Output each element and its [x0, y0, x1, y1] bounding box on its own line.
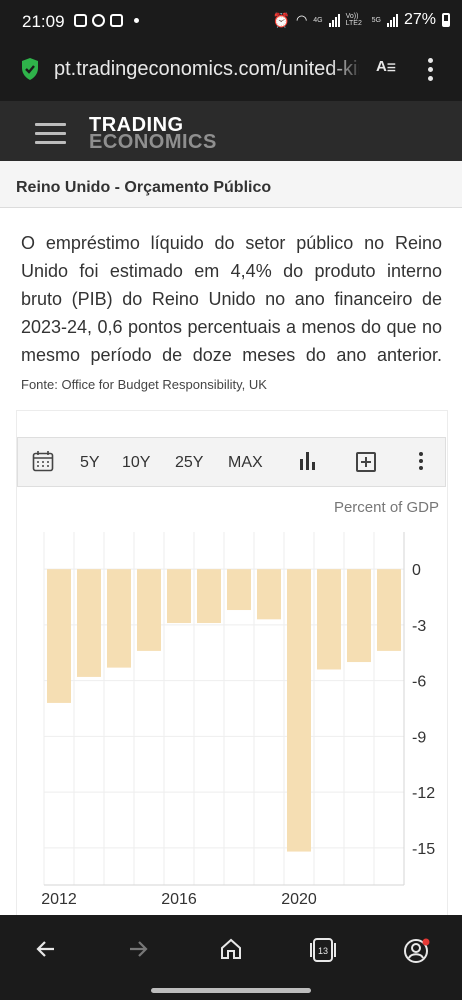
- url-fade: [330, 54, 365, 88]
- signal-icon: [328, 13, 340, 27]
- y-tick-label: -6: [412, 674, 426, 691]
- chart-unit-label: Percent of GDP: [333, 499, 439, 516]
- x-tick-label: 2012: [41, 891, 77, 908]
- site-header: TRADING ECONOMICS: [0, 101, 462, 161]
- description-text: O empréstimo líquido do setor público no…: [21, 233, 442, 365]
- bar-2022: [347, 569, 371, 663]
- bar-2014: [107, 569, 131, 668]
- bar-2016: [167, 569, 191, 624]
- y-tick-label: -15: [412, 841, 435, 858]
- compare-add-icon[interactable]: [356, 452, 376, 472]
- range-5y-button[interactable]: 5Y: [80, 454, 100, 471]
- logo-line-1: TRADING: [89, 114, 184, 136]
- chart-type-icon[interactable]: [300, 452, 315, 470]
- y-tick-label: -9: [412, 729, 426, 746]
- chart-toolbar: 5Y 10Y 25Y MAX: [17, 437, 446, 487]
- bar-2017: [197, 569, 221, 624]
- battery-icon: [442, 13, 450, 27]
- site-logo[interactable]: TRADING ECONOMICS: [89, 114, 217, 153]
- y-tick-label: -12: [412, 785, 435, 802]
- tabs-icon[interactable]: 13: [310, 937, 336, 963]
- home-icon[interactable]: [219, 937, 243, 961]
- bar-2013: [77, 569, 101, 677]
- bar-2019: [257, 569, 281, 620]
- y-tick-label: -3: [412, 618, 426, 635]
- page-title-bar: Reino Unido - Orçamento Público: [0, 161, 462, 208]
- url-input[interactable]: pt.tradingeconomics.com/united-kingdom/g…: [54, 58, 359, 80]
- notification-icons: [74, 14, 139, 27]
- android-nav-bar: 13: [0, 915, 462, 1000]
- source-text[interactable]: Fonte: Office for Budget Responsibility,…: [21, 377, 267, 392]
- secure-shield-icon[interactable]: [20, 57, 40, 81]
- y-tick-label: 0: [412, 562, 421, 579]
- whatsapp-notification-icon: [92, 14, 105, 27]
- bar-2015: [137, 569, 161, 651]
- alarm-icon: ⏰: [272, 11, 290, 28]
- bar-2020: [287, 569, 311, 852]
- network-badge-4g: 4G: [313, 16, 323, 24]
- svg-text:13: 13: [318, 946, 328, 956]
- bar-2012: [47, 569, 71, 703]
- browser-url-bar: pt.tradingeconomics.com/united-kingdom/g…: [0, 44, 462, 101]
- x-tick-label: 2020: [281, 891, 317, 908]
- home-indicator[interactable]: [151, 988, 311, 993]
- status-bar: 21:09 ⏰ ◠ 4G Vo)) LTE2 5G 27%: [0, 0, 462, 44]
- back-arrow-icon[interactable]: [34, 937, 58, 961]
- bar-chart: 0 -3 -6 -9 -12 -15 2012 2016 2020: [41, 532, 435, 908]
- x-tick-label: 2016: [161, 891, 197, 908]
- bar-2021: [317, 569, 341, 670]
- logo-line-2: ECONOMICS: [89, 131, 217, 153]
- bar-2023: [377, 569, 401, 651]
- calendar-notification-icon: [110, 14, 123, 27]
- account-icon[interactable]: [403, 937, 431, 965]
- page-title: Reino Unido - Orçamento Público: [16, 179, 272, 196]
- menu-icon[interactable]: [35, 123, 66, 150]
- gallery-notification-icon: [74, 14, 87, 27]
- battery-percent: 27%: [403, 11, 436, 28]
- more-notifications-icon: [134, 18, 139, 23]
- network-badge-volte: Vo)) LTE2: [345, 13, 362, 27]
- network-badge-5g: 5G: [371, 16, 381, 24]
- status-time: 21:09: [22, 12, 65, 31]
- range-max-button[interactable]: MAX: [228, 454, 263, 471]
- signal-icon-2: [386, 13, 398, 27]
- forward-arrow-icon[interactable]: [126, 937, 150, 961]
- system-icons: ⏰ ◠ 4G Vo)) LTE2 5G 27%: [272, 11, 450, 29]
- page-description: O empréstimo líquido do setor público no…: [21, 229, 442, 399]
- wifi-icon: ◠: [295, 12, 308, 27]
- calendar-icon[interactable]: [32, 450, 54, 472]
- bar-2018: [227, 569, 251, 611]
- chart-more-icon[interactable]: [419, 452, 423, 470]
- reader-mode-icon[interactable]: A☰: [376, 58, 396, 75]
- browser-menu-icon[interactable]: [428, 58, 433, 81]
- range-10y-button[interactable]: 10Y: [122, 454, 151, 471]
- range-25y-button[interactable]: 25Y: [175, 454, 204, 471]
